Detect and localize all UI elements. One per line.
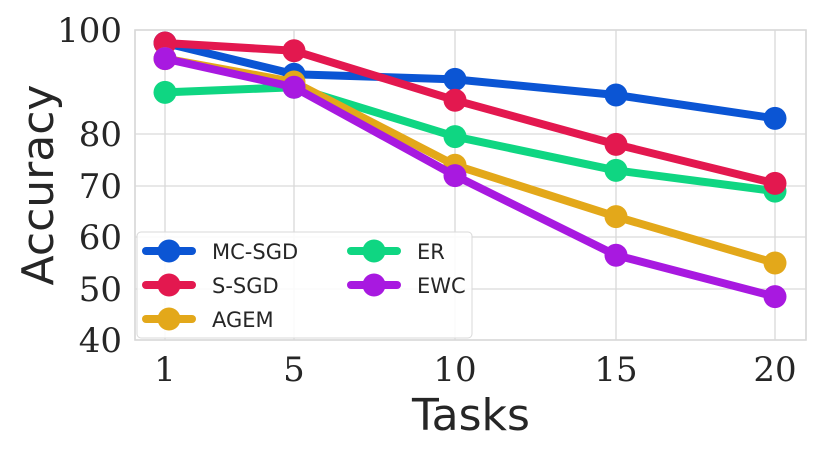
y-tick-label: 80 — [79, 115, 122, 155]
legend-swatch-marker — [362, 239, 386, 263]
data-point — [443, 88, 467, 112]
legend-item-mc-sgd: MC-SGD — [142, 239, 298, 264]
data-point — [763, 251, 787, 275]
legend-box — [136, 231, 473, 339]
data-point — [443, 164, 467, 188]
data-point — [604, 158, 628, 182]
legend-item-ewc: EWC — [347, 273, 466, 298]
y-tick-label: 50 — [79, 270, 122, 310]
x-tick-label: 5 — [283, 350, 305, 390]
x-tick-label: 1 — [154, 350, 176, 390]
legend-swatch-marker — [157, 273, 181, 297]
series-ewc — [153, 47, 787, 309]
series-er — [153, 75, 787, 203]
legend-swatch-marker — [157, 239, 181, 263]
data-point — [153, 80, 177, 104]
data-point — [282, 75, 306, 99]
legend-label: ER — [417, 240, 445, 264]
data-point — [443, 67, 467, 91]
x-tick-label: 10 — [433, 350, 476, 390]
data-point — [604, 205, 628, 229]
legend-label: EWC — [417, 274, 466, 298]
data-point — [604, 132, 628, 156]
data-point — [763, 285, 787, 309]
data-point — [282, 39, 306, 63]
legend-label: S-SGD — [212, 274, 279, 298]
y-tick-label: 60 — [79, 218, 122, 258]
data-point — [443, 125, 467, 149]
x-axis-title: Tasks — [411, 390, 530, 441]
y-tick-label: 40 — [79, 321, 122, 361]
legend: MC-SGD ER S-SGD EWC AGEM — [136, 231, 473, 339]
series-lines — [153, 31, 787, 309]
legend-item-agem: AGEM — [142, 307, 274, 332]
data-point — [763, 106, 787, 130]
data-point — [604, 243, 628, 267]
x-tick-label: 20 — [753, 350, 796, 390]
legend-swatch-marker — [362, 273, 386, 297]
legend-label: MC-SGD — [212, 240, 298, 264]
y-tick-label: 100 — [57, 11, 122, 51]
legend-item-er: ER — [347, 239, 445, 264]
y-axis-title: Accuracy — [13, 85, 64, 286]
legend-swatch-marker — [157, 307, 181, 331]
y-tick-label: 70 — [79, 167, 122, 207]
data-point — [763, 171, 787, 195]
data-point — [604, 83, 628, 107]
series-s-sgd — [153, 31, 787, 195]
x-tick-label: 15 — [594, 350, 637, 390]
legend-label: AGEM — [212, 308, 274, 332]
legend-item-s-sgd: S-SGD — [142, 273, 279, 298]
data-point — [153, 47, 177, 71]
